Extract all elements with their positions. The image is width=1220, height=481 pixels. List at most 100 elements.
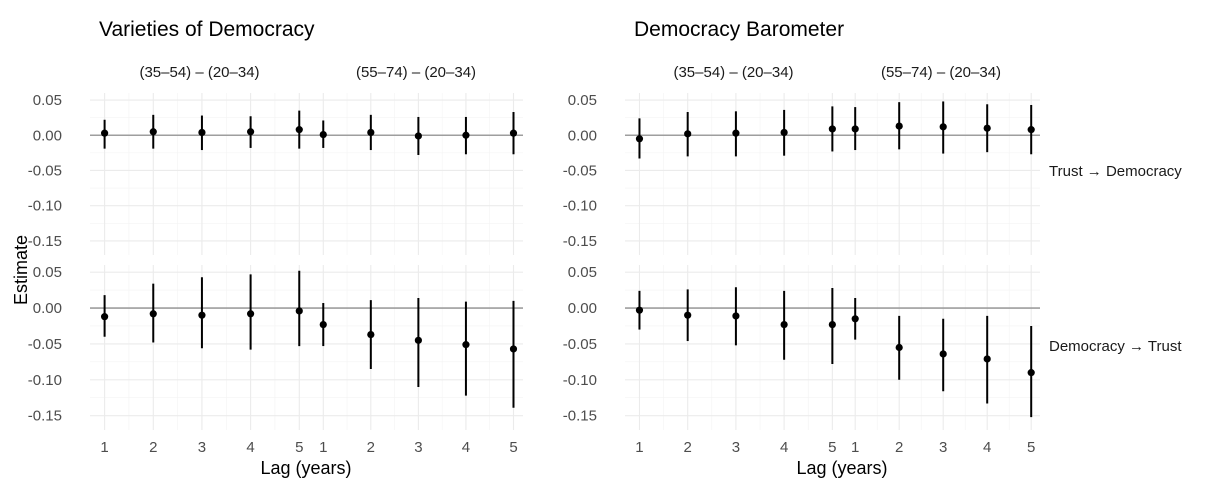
estimate-point — [509, 129, 518, 137]
y-tick-label: -0.10 — [28, 198, 62, 215]
estimate-point — [828, 125, 836, 133]
y-tick-label: -0.10 — [563, 372, 597, 389]
y-tick-label: 0.00 — [568, 127, 597, 144]
x-tick-label: 4 — [780, 439, 788, 456]
estimate-point — [780, 128, 788, 137]
y-tick-label: -0.15 — [563, 408, 597, 425]
x-tick-label: 3 — [939, 439, 947, 456]
facet-panel — [625, 265, 842, 430]
estimate-point — [851, 125, 859, 133]
facet-panel — [842, 93, 1040, 255]
panels-layer: (35–54) – (20–34) (55–74) – (20–34) -0.15 -… — [28, 64, 1040, 456]
y-tick-label: -0.05 — [28, 162, 62, 179]
estimate-point — [1027, 126, 1035, 134]
x-tick-label: 5 — [295, 439, 303, 456]
y-tick-label: -0.15 — [28, 408, 62, 425]
estimate-point — [684, 311, 692, 319]
x-axis-title-vdem: Lag (years) — [260, 458, 351, 478]
x-tick-label: 5 — [1027, 439, 1035, 456]
row-label-trust-democracy: Trust → Democracy — [1049, 163, 1182, 180]
estimate-point — [780, 320, 788, 329]
facet-panel — [309, 93, 523, 255]
estimate-point — [149, 128, 157, 136]
estimate-point — [983, 355, 991, 363]
y-tick-label: -0.15 — [28, 233, 62, 250]
estimate-point — [247, 310, 255, 318]
estimate-point — [414, 132, 422, 140]
estimate-point — [198, 128, 206, 137]
estimate-point — [635, 135, 644, 143]
x-tick-label: 1 — [851, 439, 859, 456]
y-tick-label: -0.05 — [28, 336, 62, 353]
estimate-point — [895, 122, 903, 130]
x-tick-label: 2 — [684, 439, 692, 456]
y-tick-label: 0.05 — [568, 264, 597, 281]
estimate-point — [462, 341, 470, 349]
estimate-point — [851, 315, 859, 323]
estimate-point — [149, 310, 157, 318]
x-tick-label: 2 — [149, 439, 157, 456]
x-tick-label: 1 — [319, 439, 327, 456]
x-tick-label: 3 — [414, 439, 422, 456]
estimate-point — [367, 128, 375, 137]
y-tick-label: 0.05 — [568, 92, 597, 109]
x-axis-title-barometer: Lag (years) — [796, 458, 887, 478]
x-tick-label: 2 — [895, 439, 903, 456]
facet-panel — [625, 93, 842, 255]
estimate-point — [367, 330, 375, 339]
estimate-point — [939, 350, 947, 358]
y-tick-label: -0.10 — [563, 198, 597, 215]
estimate-point — [509, 345, 518, 353]
row-label-democracy-trust: Democracy → Trust — [1049, 338, 1182, 355]
x-tick-label: 4 — [983, 439, 991, 456]
estimate-point — [247, 128, 255, 136]
estimate-point — [895, 343, 903, 352]
y-tick-label: -0.05 — [563, 336, 597, 353]
chart-title-barometer: Democracy Barometer — [634, 18, 844, 41]
x-tick-label: 5 — [509, 439, 517, 456]
facet-panel — [842, 265, 1040, 430]
estimate-point — [101, 313, 109, 321]
estimate-point — [319, 130, 327, 139]
strip-label: (55–74) – (20–34) — [881, 64, 1001, 81]
y-tick-label: -0.10 — [28, 372, 62, 389]
facet-panel — [90, 93, 309, 255]
x-tick-label: 1 — [635, 439, 643, 456]
y-tick-label: -0.15 — [563, 233, 597, 250]
x-tick-label: 5 — [828, 439, 836, 456]
estimate-point — [732, 312, 740, 320]
estimate-point — [462, 131, 470, 139]
estimate-point — [295, 126, 303, 134]
estimate-point — [684, 130, 692, 138]
y-tick-label: 0.00 — [33, 127, 62, 144]
estimate-point — [198, 311, 206, 319]
estimate-point — [635, 306, 644, 314]
facet-panel — [309, 265, 523, 430]
x-tick-label: 3 — [198, 439, 206, 456]
y-tick-label: -0.05 — [563, 162, 597, 179]
estimate-point — [828, 320, 836, 329]
x-tick-label: 3 — [732, 439, 740, 456]
estimate-point — [939, 123, 947, 131]
estimate-point — [1027, 369, 1035, 377]
chart-title-vdem: Varieties of Democracy — [99, 18, 315, 41]
estimate-point — [732, 129, 740, 137]
strip-label: (35–54) – (20–34) — [673, 64, 793, 81]
y-tick-label: 0.05 — [33, 264, 62, 281]
estimate-point — [319, 320, 327, 329]
x-tick-label: 4 — [462, 439, 470, 456]
strip-label: (35–54) – (20–34) — [139, 64, 259, 81]
estimate-point — [101, 129, 109, 137]
y-tick-label: 0.05 — [33, 92, 62, 109]
x-tick-label: 2 — [367, 439, 375, 456]
estimate-point — [295, 307, 303, 315]
y-axis-title: Estimate — [11, 235, 31, 305]
strip-label: (55–74) – (20–34) — [356, 64, 476, 81]
estimate-point — [414, 336, 422, 344]
facet-panel — [90, 265, 309, 430]
x-tick-label: 4 — [246, 439, 254, 456]
estimate-point — [983, 124, 991, 132]
y-tick-label: 0.00 — [33, 300, 62, 317]
x-tick-label: 1 — [100, 439, 108, 456]
